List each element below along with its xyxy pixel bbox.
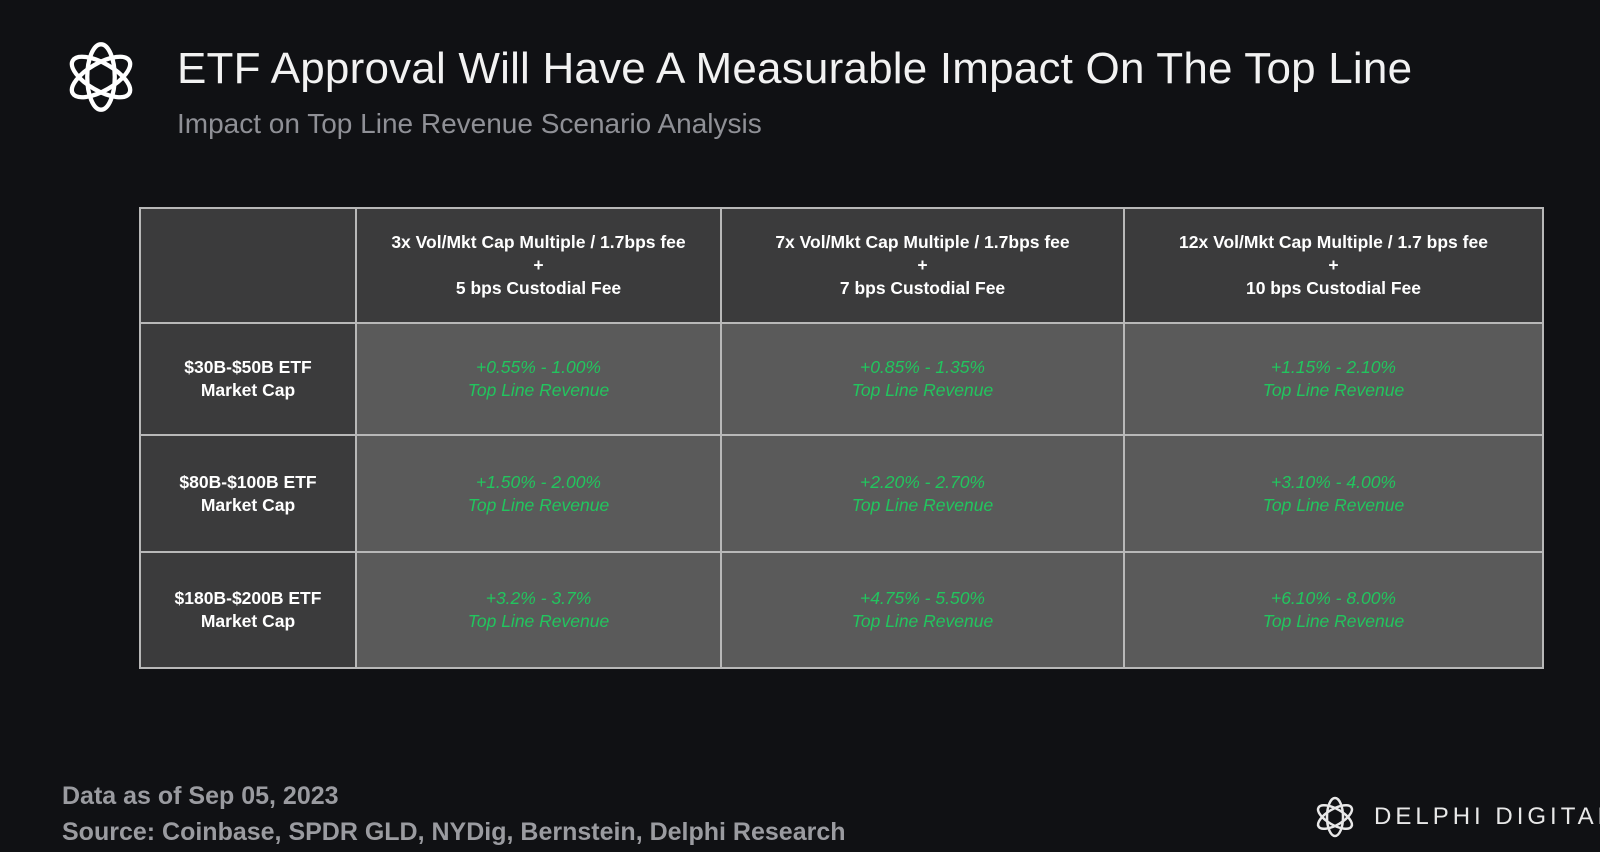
table-cell: +0.55% - 1.00% Top Line Revenue bbox=[355, 322, 722, 436]
row-header-line2: Market Cap bbox=[200, 494, 296, 515]
row-header: $180B-$200B ETF Market Cap bbox=[139, 551, 357, 669]
cell-unit: Top Line Revenue bbox=[1262, 494, 1405, 515]
column-header-line1: 7x Vol/Mkt Cap Multiple / 1.7bps fee bbox=[775, 232, 1070, 252]
column-header: 3x Vol/Mkt Cap Multiple / 1.7bps fee + 5… bbox=[355, 207, 722, 324]
column-header-line3: 7 bps Custodial Fee bbox=[839, 278, 1006, 298]
column-header-plus: + bbox=[917, 255, 928, 275]
row-header: $80B-$100B ETF Market Cap bbox=[139, 434, 357, 553]
table-cell: +1.50% - 2.00% Top Line Revenue bbox=[355, 434, 722, 553]
column-header-line1: 3x Vol/Mkt Cap Multiple / 1.7bps fee bbox=[391, 232, 686, 252]
cell-unit: Top Line Revenue bbox=[851, 380, 994, 400]
cell-value: +1.15% - 2.10% bbox=[1270, 357, 1396, 377]
row-header-line1: $180B-$200B ETF bbox=[174, 588, 322, 608]
table-row: $80B-$100B ETF Market Cap +1.50% - 2.00%… bbox=[139, 434, 1544, 553]
cell-unit: Top Line Revenue bbox=[467, 380, 610, 400]
corner-cell bbox=[139, 207, 357, 324]
table-cell: +4.75% - 5.50% Top Line Revenue bbox=[720, 551, 1125, 669]
cell-value: +1.50% - 2.00% bbox=[475, 471, 601, 492]
row-header-line2: Market Cap bbox=[200, 380, 296, 400]
table-cell: +3.2% - 3.7% Top Line Revenue bbox=[355, 551, 722, 669]
table-row: $180B-$200B ETF Market Cap +3.2% - 3.7% … bbox=[139, 551, 1544, 669]
row-header-line1: $30B-$50B ETF bbox=[184, 357, 312, 377]
column-header-line3: 5 bps Custodial Fee bbox=[455, 278, 622, 298]
table-header-row: 3x Vol/Mkt Cap Multiple / 1.7bps fee + 5… bbox=[139, 207, 1544, 324]
table-cell: +3.10% - 4.00% Top Line Revenue bbox=[1123, 434, 1544, 553]
source-note: Source: Coinbase, SPDR GLD, NYDig, Berns… bbox=[62, 818, 846, 846]
table-cell: +2.20% - 2.70% Top Line Revenue bbox=[720, 434, 1125, 553]
brand-name: DELPHI DIGITAL bbox=[1374, 803, 1600, 830]
cell-value: +3.2% - 3.7% bbox=[485, 588, 592, 608]
column-header-line3: 10 bps Custodial Fee bbox=[1245, 278, 1422, 298]
page-subtitle: Impact on Top Line Revenue Scenario Anal… bbox=[177, 108, 762, 139]
column-header-plus: + bbox=[1328, 255, 1339, 275]
brand-mark: DELPHI DIGITAL bbox=[1310, 792, 1600, 842]
data-date-note: Data as of Sep 05, 2023 bbox=[62, 782, 339, 810]
delphi-knot-icon bbox=[1316, 796, 1354, 838]
cell-unit: Top Line Revenue bbox=[467, 611, 610, 631]
cell-unit: Top Line Revenue bbox=[851, 611, 994, 631]
page-title: ETF Approval Will Have A Measurable Impa… bbox=[177, 44, 1413, 93]
cell-unit: Top Line Revenue bbox=[1262, 380, 1405, 400]
cell-value: +3.10% - 4.00% bbox=[1270, 471, 1396, 492]
cell-value: +0.55% - 1.00% bbox=[475, 357, 601, 377]
cell-value: +2.20% - 2.70% bbox=[859, 471, 985, 492]
column-header-line1: 12x Vol/Mkt Cap Multiple / 1.7 bps fee bbox=[1179, 232, 1488, 252]
cell-unit: Top Line Revenue bbox=[1262, 611, 1405, 631]
row-header-line1: $80B-$100B ETF bbox=[179, 471, 317, 492]
row-header-line2: Market Cap bbox=[200, 611, 296, 631]
column-header: 7x Vol/Mkt Cap Multiple / 1.7bps fee + 7… bbox=[720, 207, 1125, 324]
row-header: $30B-$50B ETF Market Cap bbox=[139, 322, 357, 436]
delphi-logo-icon bbox=[69, 42, 133, 112]
column-header: 12x Vol/Mkt Cap Multiple / 1.7 bps fee +… bbox=[1123, 207, 1544, 324]
scenario-table: 3x Vol/Mkt Cap Multiple / 1.7bps fee + 5… bbox=[139, 207, 1544, 669]
cell-value: +4.75% - 5.50% bbox=[859, 588, 985, 608]
cell-value: +6.10% - 8.00% bbox=[1270, 588, 1396, 608]
cell-unit: Top Line Revenue bbox=[851, 494, 994, 515]
cell-value: +0.85% - 1.35% bbox=[859, 357, 985, 377]
table-cell: +6.10% - 8.00% Top Line Revenue bbox=[1123, 551, 1544, 669]
table-cell: +0.85% - 1.35% Top Line Revenue bbox=[720, 322, 1125, 436]
column-header-plus: + bbox=[533, 255, 544, 275]
cell-unit: Top Line Revenue bbox=[467, 494, 610, 515]
table-row: $30B-$50B ETF Market Cap +0.55% - 1.00% … bbox=[139, 322, 1544, 436]
table-cell: +1.15% - 2.10% Top Line Revenue bbox=[1123, 322, 1544, 436]
